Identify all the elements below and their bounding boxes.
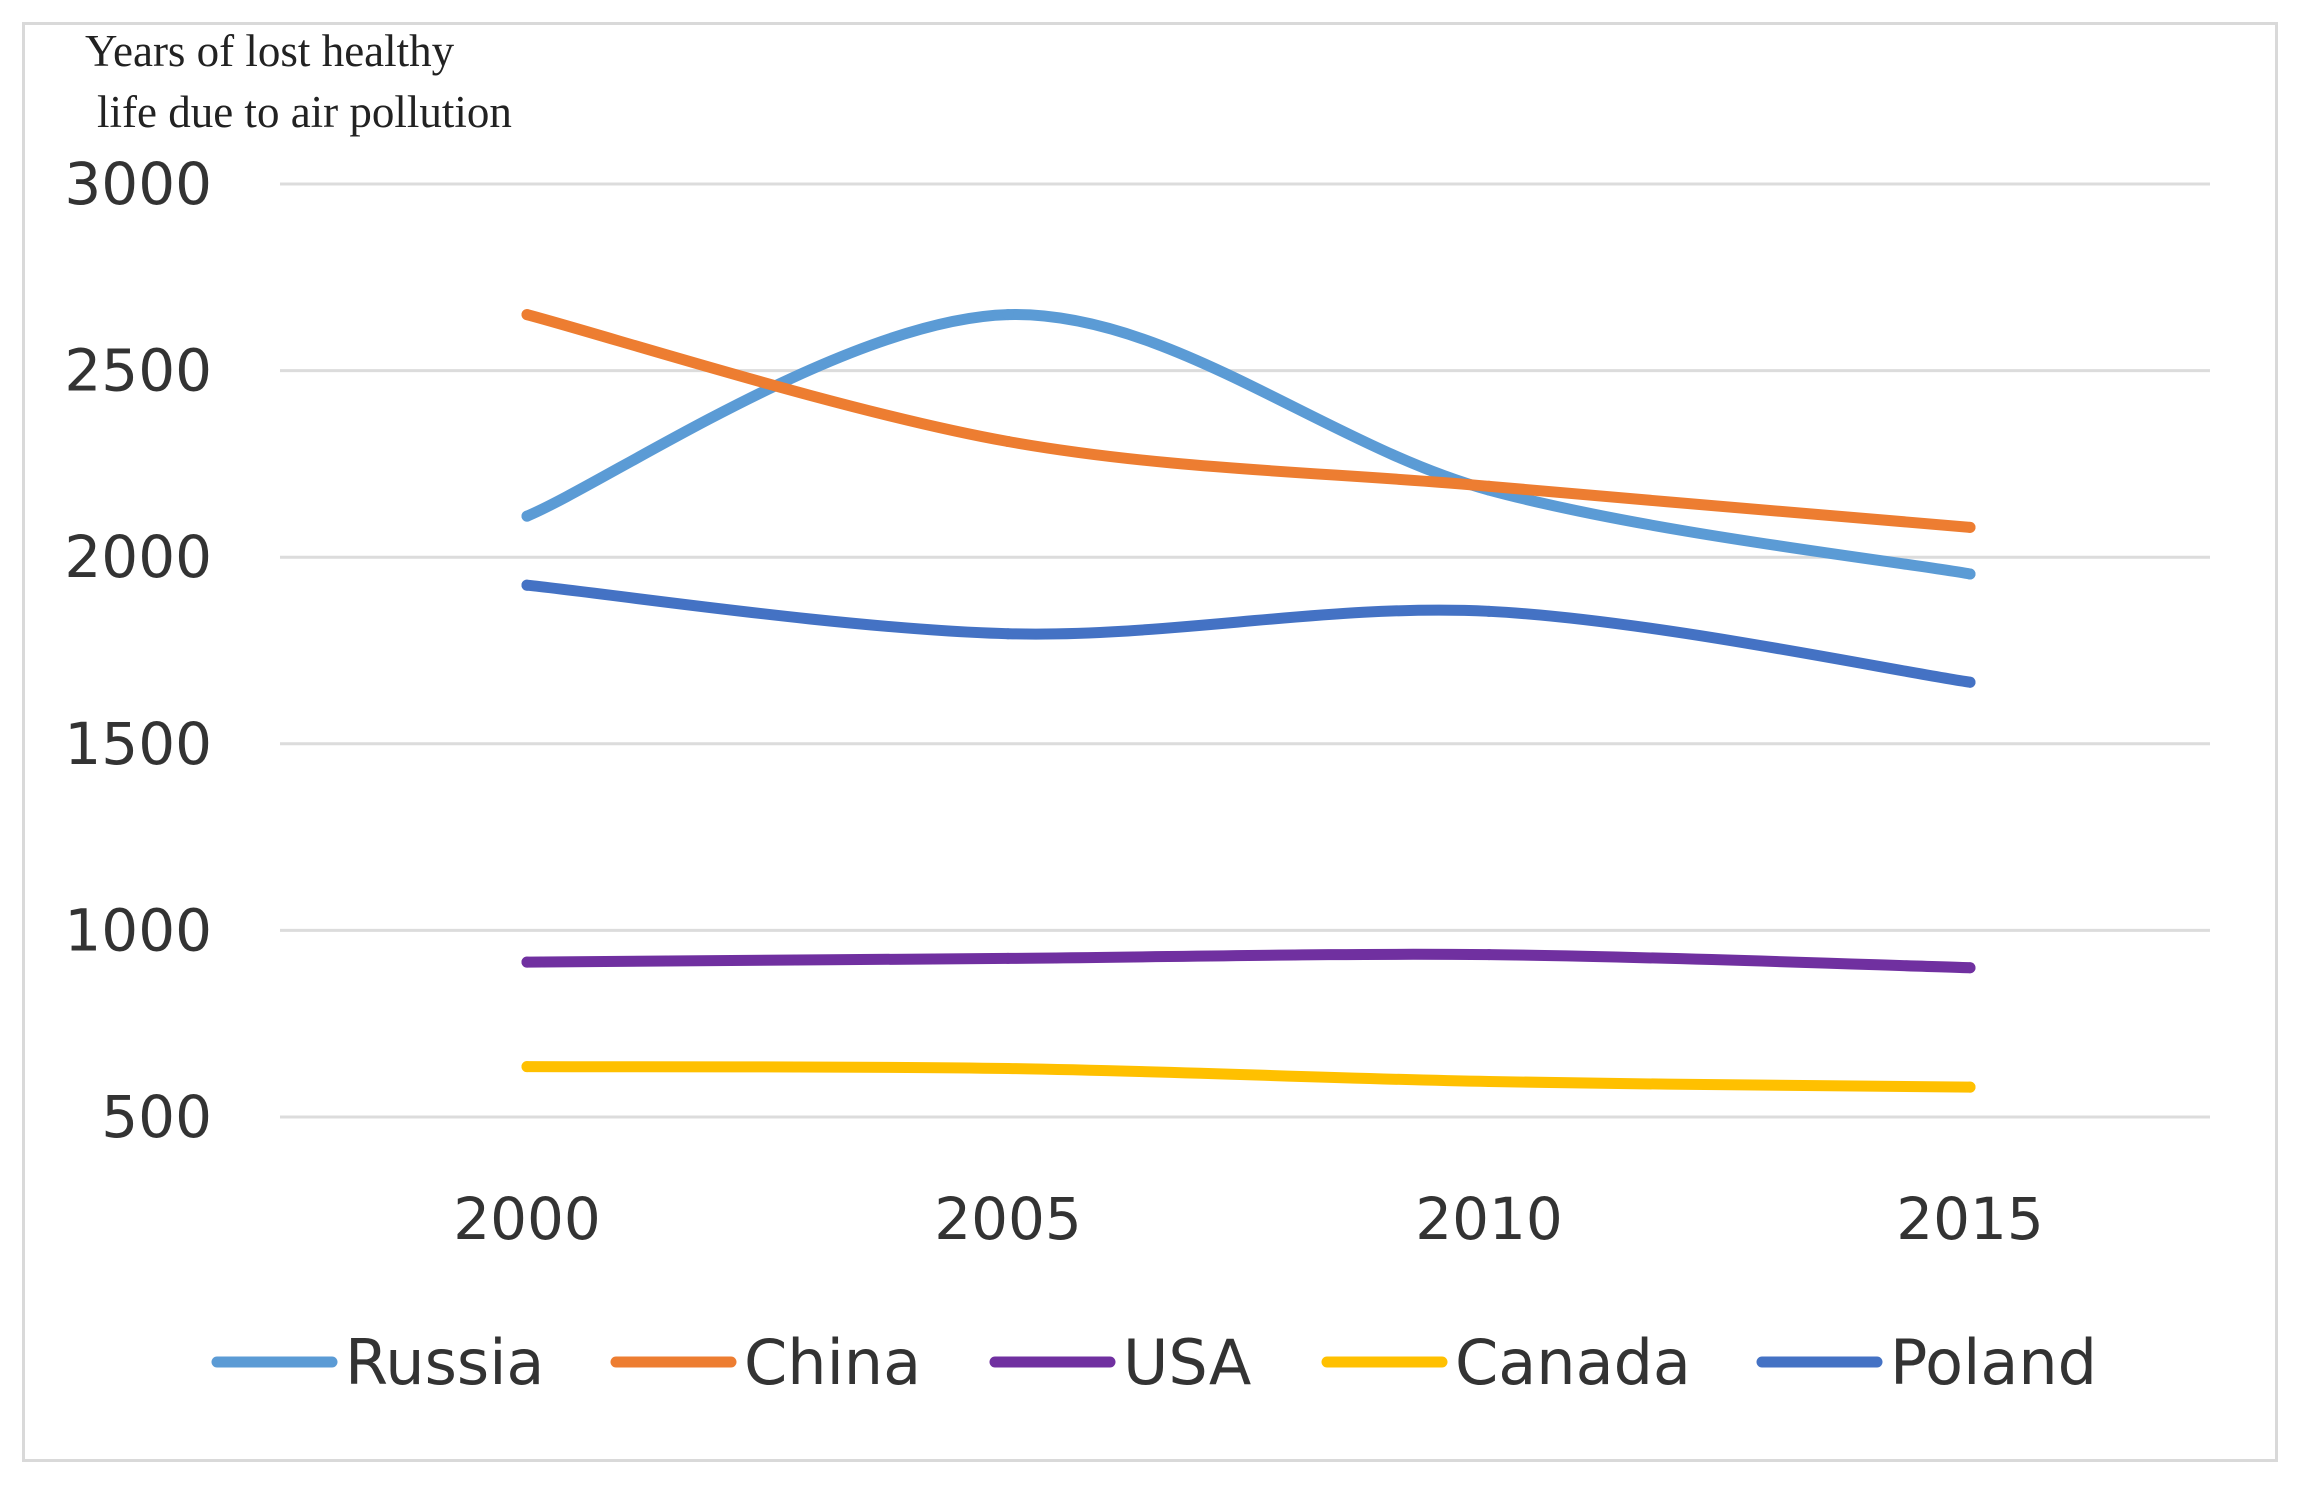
data-point-poland-2010 bbox=[1483, 605, 1495, 617]
y-tick-label-3000: 3000 bbox=[64, 150, 212, 218]
data-point-canada-2000 bbox=[521, 1061, 533, 1073]
data-point-usa-2015 bbox=[1964, 962, 1976, 974]
y-tick-label-2000: 2000 bbox=[64, 523, 212, 591]
series-line-china bbox=[521, 309, 1976, 533]
series-lines bbox=[521, 309, 1976, 1093]
data-point-canada-2015 bbox=[1964, 1081, 1976, 1093]
data-point-china-2010 bbox=[1483, 480, 1495, 492]
legend-item-poland[interactable]: Poland bbox=[1756, 1326, 2097, 1399]
data-point-canada-2005 bbox=[1002, 1062, 1014, 1074]
data-point-russia-2000 bbox=[521, 510, 533, 522]
legend-item-russia[interactable]: Russia bbox=[211, 1326, 544, 1399]
legend-item-china[interactable]: China bbox=[610, 1326, 921, 1399]
legend-label-china: China bbox=[744, 1326, 921, 1399]
y-tick-label-1000: 1000 bbox=[64, 896, 212, 964]
y-axis-title: Years of lost healthy life due to air po… bbox=[85, 26, 512, 137]
data-point-china-2005 bbox=[1002, 436, 1014, 448]
data-point-russia-2005 bbox=[1002, 309, 1014, 321]
legend-item-canada[interactable]: Canada bbox=[1321, 1326, 1691, 1399]
y-axis-title-line-1: Years of lost healthy bbox=[85, 26, 455, 76]
x-tick-label-2000: 2000 bbox=[453, 1185, 601, 1253]
legend[interactable]: Russia China USA Canada Poland bbox=[211, 1326, 2097, 1399]
data-point-poland-2005 bbox=[1002, 628, 1014, 640]
data-point-poland-2000 bbox=[521, 579, 533, 591]
y-axis-ticks: 500 1000 1500 2000 2500 3000 bbox=[64, 150, 212, 1151]
x-tick-label-2005: 2005 bbox=[934, 1185, 1082, 1253]
y-tick-label-2500: 2500 bbox=[64, 337, 212, 405]
data-point-usa-2000 bbox=[521, 956, 533, 968]
y-tick-label-1500: 1500 bbox=[64, 710, 212, 778]
data-point-canada-2010 bbox=[1483, 1076, 1495, 1088]
chart-frame bbox=[22, 22, 2278, 1462]
data-point-usa-2005 bbox=[1002, 952, 1014, 964]
y-axis-title-line-2: life due to air pollution bbox=[97, 87, 512, 137]
data-point-poland-2015 bbox=[1964, 676, 1976, 688]
series-line-russia bbox=[521, 309, 1976, 580]
data-point-usa-2010 bbox=[1483, 949, 1495, 961]
data-point-china-2015 bbox=[1964, 521, 1976, 533]
x-tick-label-2015: 2015 bbox=[1896, 1185, 2044, 1253]
series-line-usa bbox=[521, 948, 1976, 974]
x-tick-label-2010: 2010 bbox=[1415, 1185, 1563, 1253]
y-tick-label-500: 500 bbox=[101, 1083, 212, 1151]
legend-label-russia: Russia bbox=[345, 1326, 544, 1399]
series-line-canada bbox=[521, 1061, 1976, 1093]
legend-label-usa: USA bbox=[1123, 1326, 1251, 1399]
data-point-china-2000 bbox=[521, 309, 533, 321]
x-axis-ticks: 2000 2005 2010 2015 bbox=[453, 1185, 2044, 1253]
data-point-russia-2015 bbox=[1964, 568, 1976, 580]
series-line-poland bbox=[521, 579, 1976, 688]
legend-label-poland: Poland bbox=[1890, 1326, 2097, 1399]
legend-label-canada: Canada bbox=[1455, 1326, 1691, 1399]
legend-item-usa[interactable]: USA bbox=[989, 1326, 1251, 1399]
gridlines bbox=[280, 182, 2210, 1119]
